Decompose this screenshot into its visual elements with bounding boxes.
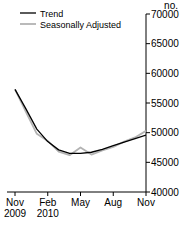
x-tick-label-line: 2009 [4,208,27,219]
x-tick-label: Feb2010 [37,197,60,219]
y-tick [146,162,150,163]
x-tick-label: Nov2009 [4,197,27,219]
y-tick-label: 50000 [151,127,179,138]
legend-swatch [20,12,36,13]
y-axis-label: no. [164,0,178,11]
x-tick [146,192,147,196]
y-tick [146,192,150,193]
x-tick-label-line: Nov [6,197,24,208]
x-tick-label-line: 2010 [37,208,60,219]
x-tick-label: Nov [137,197,155,208]
x-tick [47,192,48,196]
y-tick-label: 60000 [151,68,179,79]
series-line [15,89,146,155]
legend-label: Trend [40,9,63,19]
plot-area [15,89,146,155]
x-tick-label-line: Feb [39,197,57,208]
chart: 40000450005000055000600006500070000no.No… [0,0,181,231]
x-tick-label-line: Aug [104,197,122,208]
x-axis [7,192,146,193]
legend-label: Seasonally Adjusted [40,20,121,30]
y-tick [146,14,150,15]
x-tick-label: May [71,197,90,208]
x-tick [15,192,16,196]
x-tick [80,192,81,196]
y-tick-label: 55000 [151,98,179,109]
y-tick [146,103,150,104]
y-tick-label: 45000 [151,157,179,168]
x-tick-label: Aug [104,197,122,208]
y-tick [146,73,150,74]
legend-swatch [20,23,36,25]
series-line [15,89,146,153]
x-tick [113,192,114,196]
y-tick-label: 40000 [151,187,179,198]
x-tick-label-line: Nov [137,197,155,208]
x-tick-label-line: May [71,197,90,208]
y-tick-label: 65000 [151,38,179,49]
y-tick [146,43,150,44]
y-tick [146,132,150,133]
